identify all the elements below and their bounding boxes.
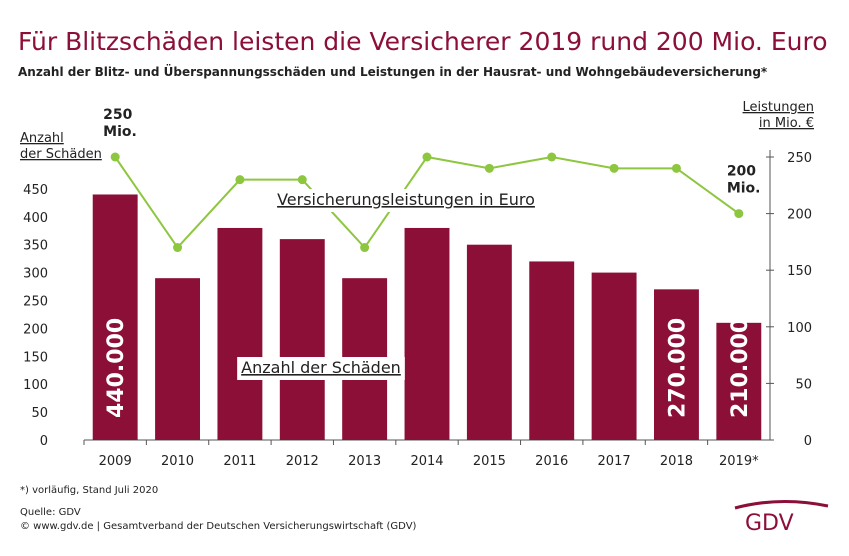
x-tick-label: 2016 [535,454,568,469]
bar [155,278,200,440]
line-point [609,163,619,173]
series-label: Versicherungsleistungen in Euro [277,190,535,209]
y-tick-label: 450 [23,183,48,198]
bar [466,244,512,440]
line-point [734,209,744,219]
logo: GDV [745,511,794,536]
line-value-label: 250 Mio. [103,107,137,140]
y-axis-label: Anzahl [20,131,64,146]
line-value-label-part: 250 [103,107,137,123]
line-point [671,163,681,173]
bar [279,239,325,440]
line-value-label-part: Mio. [103,124,137,140]
line-point [422,152,432,162]
line-point [235,175,245,185]
bar [92,194,138,440]
y-tick-label: 350 [23,239,48,254]
y2-axis-label: Leistungen [743,100,814,115]
bar [591,272,637,440]
footnote: *) vorläufig, Stand Juli 2020 [20,485,158,496]
y2-axis-label: in Mio. € [759,116,814,131]
y-tick-label: 400 [23,211,48,226]
series-label: Anzahl der Schäden [241,358,401,377]
y-axis-label: der Schäden [20,147,102,162]
y2-tick-label: 150 [787,264,812,279]
y-tick-label: 250 [23,295,48,310]
x-tick-label: 2018 [660,454,693,469]
copyright: © www.gdv.de | Gesamtverband der Deutsch… [20,521,417,532]
bar [404,227,450,440]
line-point [173,243,183,253]
x-tick-label: 2012 [286,454,319,469]
chart-title: Für Blitzschäden leisten die Versicherer… [18,27,828,56]
line-point [547,152,557,162]
line-value-label: 200 Mio. [727,164,761,197]
line-point [360,243,370,253]
y-tick-label: 150 [23,350,48,365]
x-tick-label: 2009 [99,454,132,469]
x-tick-label: 2019* [719,454,759,469]
y-tick-label: 300 [23,267,48,282]
y2-tick-label: 50 [795,377,812,392]
y2-tick-label: 250 [787,151,812,166]
series-label-bg [237,357,405,380]
bar [716,322,762,440]
y-tick-label: 50 [31,406,48,421]
logo-swoosh [734,500,829,510]
line-point [484,163,494,173]
bar [654,289,699,440]
y2-tick-label: 200 [787,208,812,223]
series-label-bg [273,189,539,212]
bar [529,261,575,440]
chart-subtitle: Anzahl der Blitz- und Überspannungsschäd… [18,64,768,79]
line-point [297,175,307,185]
y-tick-label: 200 [23,322,48,337]
bar-value-label: 270.000 [665,318,690,418]
y-tick-label: 0 [40,434,48,449]
line-point [110,152,120,162]
x-tick-label: 2013 [348,454,381,469]
x-tick-label: 2015 [473,454,506,469]
bar-value-label: 440.000 [104,318,129,418]
line-value-label-part: 200 [727,164,761,180]
x-tick-label: 2017 [598,454,631,469]
x-tick-label: 2011 [223,454,256,469]
y2-tick-label: 0 [804,434,812,449]
y-tick-label: 100 [23,378,48,393]
line-value-label-part: Mio. [727,181,761,197]
source: Quelle: GDV [20,507,81,518]
bar-value-label: 210.000 [728,318,753,418]
y2-tick-label: 100 [787,321,812,336]
x-tick-label: 2014 [410,454,443,469]
bar [217,227,263,440]
x-tick-label: 2010 [161,454,194,469]
